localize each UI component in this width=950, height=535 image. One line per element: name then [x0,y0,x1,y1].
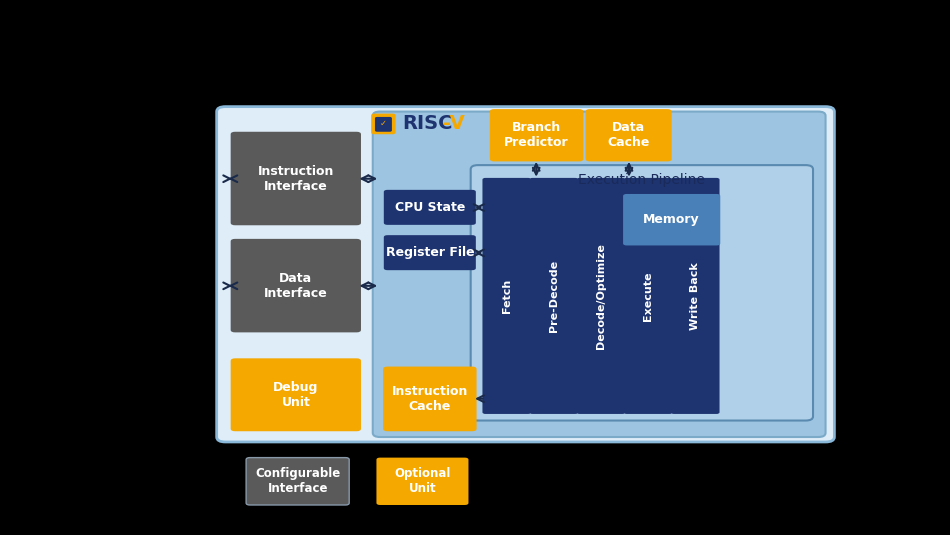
FancyBboxPatch shape [372,112,826,437]
FancyBboxPatch shape [217,106,834,442]
FancyBboxPatch shape [231,358,361,431]
Text: Pre-Decode: Pre-Decode [549,260,559,332]
FancyBboxPatch shape [376,457,468,505]
FancyBboxPatch shape [231,239,361,332]
FancyBboxPatch shape [624,178,673,414]
Text: Optional
Unit: Optional Unit [394,467,450,495]
Text: Instruction
Cache: Instruction Cache [391,385,468,413]
Text: Write Back: Write Back [691,262,700,330]
Text: Debug
Unit: Debug Unit [274,381,318,409]
FancyBboxPatch shape [529,178,579,414]
FancyBboxPatch shape [623,194,720,246]
FancyBboxPatch shape [231,132,361,225]
FancyBboxPatch shape [384,190,476,225]
Text: Register File: Register File [386,246,474,259]
FancyBboxPatch shape [384,235,476,270]
FancyBboxPatch shape [577,178,625,414]
FancyBboxPatch shape [371,113,395,134]
FancyBboxPatch shape [490,109,583,162]
Text: Instruction
Interface: Instruction Interface [257,165,334,193]
FancyBboxPatch shape [585,109,672,162]
Text: Data
Cache: Data Cache [607,121,650,149]
Text: Execute: Execute [643,271,653,320]
Text: -V: -V [443,114,465,133]
Text: Configurable
Interface: Configurable Interface [255,467,340,495]
FancyBboxPatch shape [671,178,719,414]
FancyBboxPatch shape [246,457,350,505]
Text: Branch
Predictor: Branch Predictor [504,121,569,149]
Text: RISC: RISC [402,114,453,133]
FancyBboxPatch shape [483,178,531,414]
FancyBboxPatch shape [470,165,813,421]
FancyBboxPatch shape [383,366,477,431]
Text: Memory: Memory [643,213,700,226]
Text: Data
Interface: Data Interface [264,272,328,300]
Text: Fetch: Fetch [502,279,512,313]
Text: ✓: ✓ [380,119,387,128]
Text: Execution Pipeline: Execution Pipeline [579,173,705,187]
FancyBboxPatch shape [375,117,392,132]
Text: CPU State: CPU State [394,201,465,214]
Text: Decode/Optimize: Decode/Optimize [596,243,606,349]
